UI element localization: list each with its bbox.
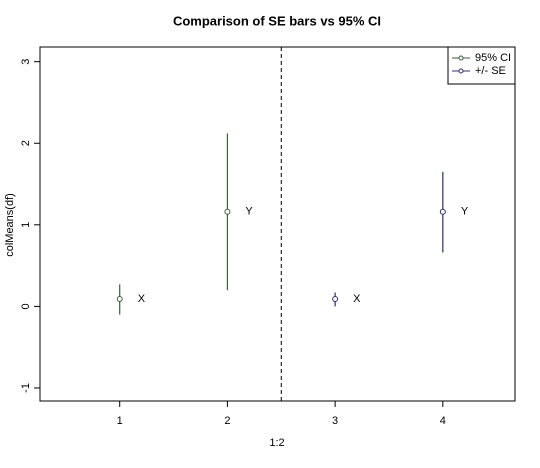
point-label: X (138, 293, 146, 305)
legend-marker (458, 55, 464, 61)
x-tick-label: 2 (224, 415, 230, 427)
y-tick-label: 3 (20, 59, 32, 65)
y-tick-label: 2 (20, 140, 32, 146)
point-label: Y (461, 206, 469, 218)
legend-marker (458, 68, 464, 74)
point-label: X (353, 293, 361, 305)
point (224, 208, 231, 215)
x-tick-label: 4 (440, 415, 446, 427)
y-tick-label: 0 (20, 303, 32, 309)
y-tick-label: 1 (20, 222, 32, 228)
x-tick-label: 1 (117, 415, 123, 427)
legend-label: 95% CI (475, 52, 511, 64)
plot-box (39, 46, 516, 402)
point-label: Y (245, 206, 253, 218)
legend-box (447, 46, 516, 85)
x-tick-label: 3 (332, 415, 338, 427)
legend-label: +/- SE (475, 65, 506, 77)
point (116, 296, 123, 303)
y-axis-label: colMeans(df) (4, 193, 16, 257)
chart-title: Comparison of SE bars vs 95% CI (173, 13, 381, 28)
point (439, 208, 446, 215)
y-tick-label: -1 (20, 383, 32, 393)
point (332, 296, 339, 303)
x-axis-label: 1:2 (269, 437, 284, 449)
